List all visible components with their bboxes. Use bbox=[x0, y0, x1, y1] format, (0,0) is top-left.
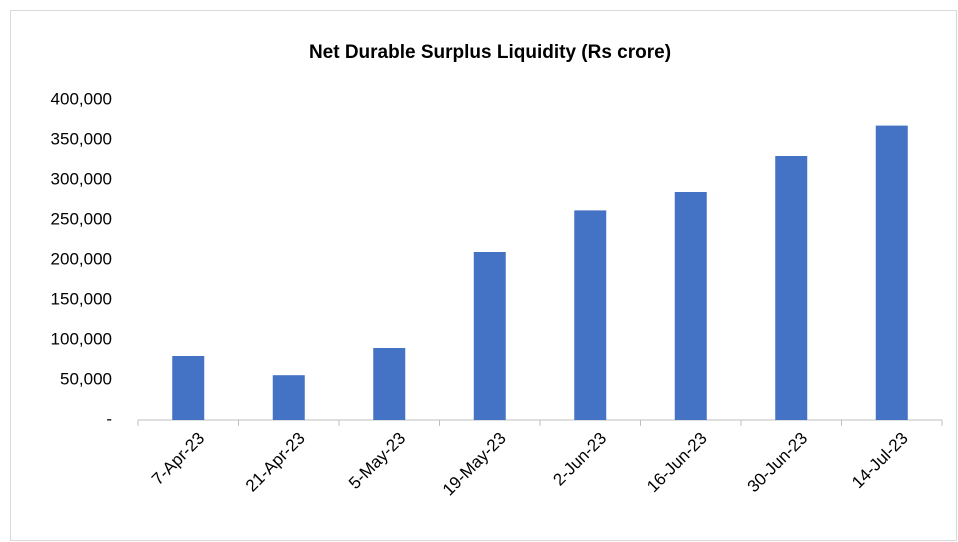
y-tick-label: 200,000 bbox=[51, 249, 112, 268]
bar bbox=[775, 156, 808, 420]
y-tick-label: - bbox=[106, 409, 112, 428]
y-tick-label: 400,000 bbox=[51, 89, 112, 108]
bar bbox=[172, 356, 205, 420]
bar bbox=[674, 192, 707, 420]
bar bbox=[473, 252, 506, 420]
y-tick-label: 350,000 bbox=[51, 129, 112, 148]
y-tick-label: 300,000 bbox=[51, 169, 112, 188]
bar bbox=[373, 348, 406, 420]
y-tick-label: 50,000 bbox=[60, 369, 112, 388]
bar bbox=[574, 210, 607, 420]
y-tick-label: 150,000 bbox=[51, 289, 112, 308]
chart-title: Net Durable Surplus Liquidity (Rs crore) bbox=[309, 42, 671, 63]
y-tick-label: 100,000 bbox=[51, 329, 112, 348]
bar bbox=[875, 125, 908, 420]
y-tick-label: 250,000 bbox=[51, 209, 112, 228]
bar bbox=[272, 375, 305, 420]
